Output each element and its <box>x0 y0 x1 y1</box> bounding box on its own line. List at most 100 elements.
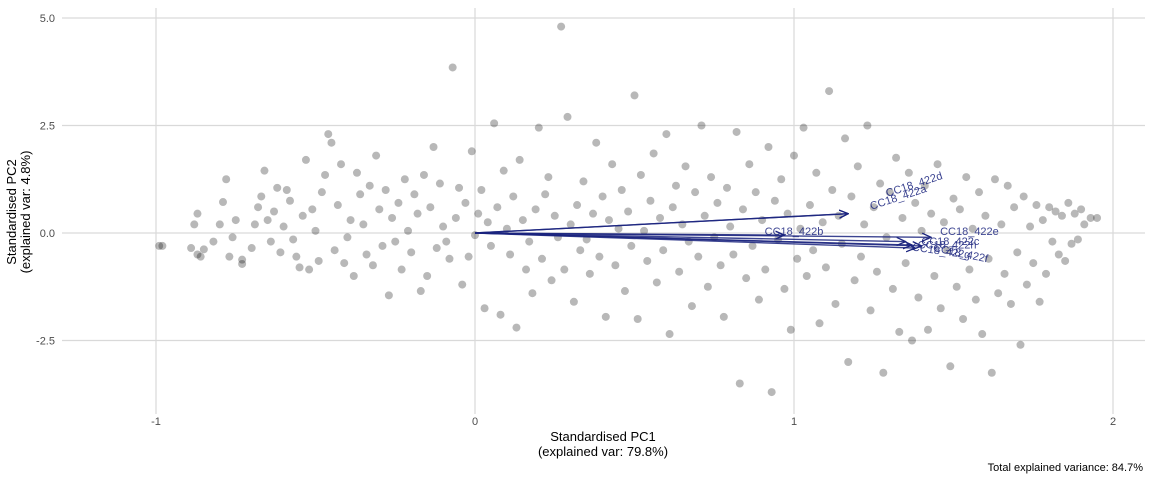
data-point <box>687 302 696 311</box>
data-point <box>365 181 374 190</box>
data-point <box>276 248 285 257</box>
data-point <box>601 312 610 321</box>
data-point <box>330 246 339 255</box>
data-point <box>569 297 578 306</box>
data-point <box>285 196 294 205</box>
data-point <box>908 336 917 345</box>
data-point <box>250 220 259 229</box>
data-point <box>821 263 830 272</box>
data-point <box>509 192 518 201</box>
data-point <box>333 201 342 210</box>
data-point <box>707 173 716 182</box>
data-point <box>547 276 556 285</box>
data-point <box>815 319 824 328</box>
data-point <box>576 246 585 255</box>
data-point <box>962 173 971 182</box>
data-point <box>1077 205 1086 214</box>
data-point <box>888 284 897 293</box>
data-point <box>643 256 652 265</box>
data-point <box>904 168 913 177</box>
data-point <box>649 149 658 158</box>
data-point <box>809 246 818 255</box>
data-point <box>155 241 164 250</box>
data-point <box>528 289 537 298</box>
data-point <box>1093 213 1102 222</box>
loading-arrow <box>474 232 931 237</box>
data-point <box>783 209 792 218</box>
data-point <box>222 175 231 184</box>
data-point <box>898 213 907 222</box>
data-point <box>455 183 464 192</box>
data-point <box>1042 269 1051 278</box>
data-point <box>624 207 633 216</box>
data-point <box>761 265 770 274</box>
data-point <box>273 183 282 192</box>
data-point <box>518 216 527 225</box>
data-point <box>1000 269 1009 278</box>
data-point <box>895 327 904 336</box>
data-point <box>735 379 744 388</box>
data-point <box>199 245 208 254</box>
data-point <box>1038 216 1047 225</box>
data-point <box>225 252 234 261</box>
data-point <box>292 252 301 261</box>
data-point <box>228 233 237 242</box>
y-tick-label: 2.5 <box>40 121 55 133</box>
data-point <box>802 272 811 280</box>
data-point <box>892 153 901 162</box>
data-point <box>930 272 939 280</box>
data-point <box>1057 211 1066 220</box>
data-point <box>486 241 495 250</box>
data-point <box>694 252 703 261</box>
data-point <box>451 213 460 222</box>
data-point <box>793 254 802 263</box>
data-point <box>818 218 827 227</box>
data-point <box>461 198 470 207</box>
data-point <box>729 250 738 259</box>
data-point <box>407 248 416 257</box>
data-point <box>636 170 645 179</box>
data-point <box>799 123 808 132</box>
data-point <box>483 218 492 227</box>
data-point <box>1067 239 1076 248</box>
data-point <box>943 246 952 255</box>
data-point <box>343 233 352 242</box>
data-point <box>400 175 409 184</box>
data-point <box>359 220 368 229</box>
data-point <box>515 155 524 164</box>
loading-label: CC18_422b <box>765 226 824 238</box>
data-point <box>608 160 617 169</box>
data-point <box>955 205 964 214</box>
data-point <box>984 254 993 263</box>
data-point <box>863 121 872 130</box>
data-point <box>209 237 218 246</box>
data-point <box>595 252 604 261</box>
data-point <box>812 168 821 177</box>
data-point <box>477 186 486 194</box>
data-point <box>324 130 333 139</box>
x-tick-label: 1 <box>791 416 797 428</box>
data-point <box>464 252 473 261</box>
data-point <box>946 362 955 371</box>
data-point <box>375 205 384 214</box>
data-point <box>496 310 505 319</box>
data-point <box>531 205 540 214</box>
x-axis-title-line1: Standardised PC1 <box>550 429 656 444</box>
data-point <box>257 192 266 201</box>
data-point <box>419 170 428 179</box>
data-point <box>745 160 754 169</box>
data-point <box>879 368 888 377</box>
data-point <box>218 198 227 207</box>
data-point <box>949 194 958 203</box>
data-point <box>633 315 642 323</box>
data-point <box>646 196 655 205</box>
data-point <box>860 220 869 229</box>
data-point <box>388 213 397 222</box>
data-point <box>301 155 310 164</box>
data-point <box>920 181 929 190</box>
data-point <box>1051 207 1060 216</box>
data-point <box>738 205 747 214</box>
data-point <box>410 190 419 199</box>
data-point <box>719 312 728 321</box>
